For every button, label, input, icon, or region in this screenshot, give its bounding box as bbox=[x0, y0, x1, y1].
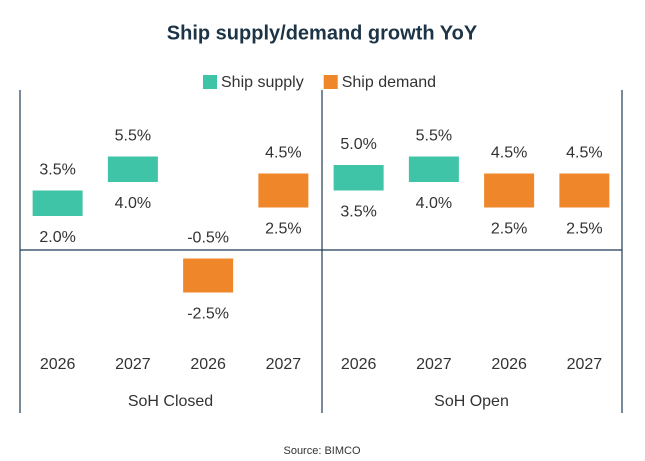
bar bbox=[333, 165, 384, 191]
data-label-high: -0.5% bbox=[187, 230, 229, 247]
group-label: SoH Open bbox=[434, 393, 509, 410]
data-label-high: 5.5% bbox=[416, 128, 452, 145]
bar bbox=[258, 173, 309, 208]
group-label: SoH Closed bbox=[128, 393, 213, 410]
x-tick-label: 2026 bbox=[341, 356, 377, 373]
legend-label: Ship supply bbox=[221, 74, 304, 91]
legend-label: Ship demand bbox=[342, 74, 436, 91]
bar bbox=[559, 173, 610, 208]
data-label-high: 4.5% bbox=[566, 145, 602, 162]
x-tick-label: 2026 bbox=[190, 356, 226, 373]
bar bbox=[107, 156, 158, 182]
data-label-high: 3.5% bbox=[39, 162, 75, 179]
x-tick-label: 2027 bbox=[266, 356, 302, 373]
bar bbox=[408, 156, 459, 182]
x-tick-label: 2026 bbox=[40, 356, 76, 373]
data-label-low: 2.5% bbox=[265, 221, 301, 238]
data-label-low: 4.0% bbox=[416, 195, 452, 212]
source: Source: BIMCO bbox=[283, 445, 360, 457]
data-label-low: 2.5% bbox=[491, 221, 527, 238]
data-label-high: 4.5% bbox=[265, 145, 301, 162]
legend-swatch bbox=[203, 75, 217, 89]
data-label-low: 3.5% bbox=[340, 204, 376, 221]
x-tick-label: 2026 bbox=[491, 356, 527, 373]
x-tick-label: 2027 bbox=[416, 356, 452, 373]
bar bbox=[32, 190, 83, 216]
data-label-high: 5.5% bbox=[115, 128, 151, 145]
chart-title: Ship supply/demand growth YoY bbox=[167, 22, 478, 44]
data-label-high: 4.5% bbox=[491, 145, 527, 162]
bar bbox=[183, 258, 234, 293]
data-label-low: 4.0% bbox=[115, 195, 151, 212]
x-tick-label: 2027 bbox=[115, 356, 151, 373]
data-label-low: -2.5% bbox=[187, 306, 229, 323]
legend-swatch bbox=[323, 75, 338, 89]
data-label-low: 2.5% bbox=[566, 221, 602, 238]
data-label-high: 5.0% bbox=[340, 136, 376, 153]
data-label-low: 2.0% bbox=[39, 229, 75, 246]
x-tick-label: 2027 bbox=[567, 356, 603, 373]
bar bbox=[484, 173, 535, 208]
